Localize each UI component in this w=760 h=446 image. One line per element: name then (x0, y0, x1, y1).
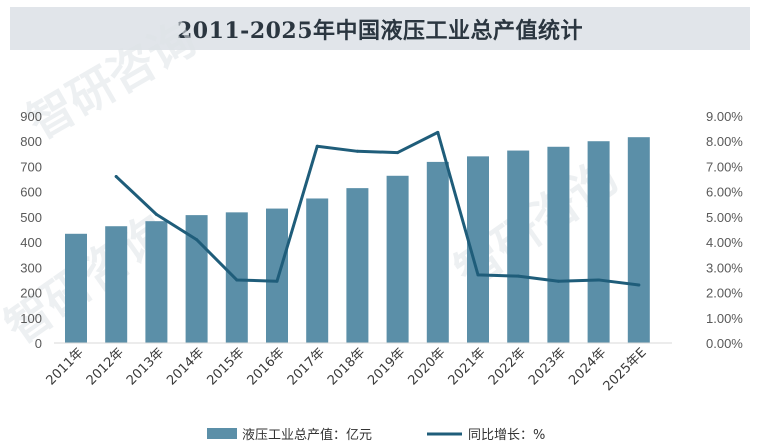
bar (386, 175, 409, 343)
bar (426, 161, 449, 343)
bar (105, 226, 128, 343)
legend-line-label: 同比增长：% (468, 428, 545, 443)
growth-point (396, 151, 400, 155)
growth-line (114, 130, 641, 287)
growth-point (597, 278, 601, 282)
x-tick-label: 2022年 (486, 345, 529, 388)
y-left-tick-label: 700 (20, 159, 42, 174)
growth-point (315, 144, 319, 148)
x-tick-label: 2013年 (124, 345, 167, 388)
bar (65, 233, 87, 343)
y-left-tick-label: 100 (20, 311, 42, 326)
growth-point (476, 273, 480, 277)
growth-point (516, 274, 520, 278)
y-left-tick-label: 900 (20, 109, 42, 124)
y-right-tick-label: 5.00% (706, 210, 743, 225)
y-right-tick-label: 9.00% (706, 109, 743, 124)
x-tick-label: 2019年 (365, 345, 408, 388)
y-right-tick-label: 4.00% (706, 235, 743, 250)
bar (507, 150, 530, 343)
x-tick-label: 2016年 (245, 345, 288, 388)
y-left-tick-label: 300 (20, 260, 42, 275)
x-tick-label: 2011年 (44, 345, 87, 388)
growth-point (275, 279, 279, 283)
y-right-tick-label: 3.00% (706, 260, 743, 275)
bar (266, 208, 288, 343)
y-right-tick-label: 2.00% (706, 286, 743, 301)
growth-point (436, 130, 440, 134)
growth-point (195, 238, 199, 242)
watermark-text: 智研咨询 (19, 11, 205, 150)
growth-point (637, 283, 641, 287)
x-tick-label: 2015年 (204, 345, 247, 388)
legend-bar-label: 液压工业总产值：亿元 (242, 427, 372, 443)
x-tick-label: 2018年 (325, 345, 368, 388)
growth-point (556, 279, 560, 283)
y-right-tick-label: 0.00% (706, 336, 743, 351)
y-right-tick-label: 1.00% (706, 311, 743, 326)
x-tick-label: 2020年 (405, 345, 448, 388)
growth-point (355, 149, 359, 153)
y-left-tick-label: 600 (20, 185, 42, 200)
y-right-tick-label: 6.00% (706, 185, 743, 200)
x-tick-label: 2014年 (164, 345, 207, 388)
x-tick-label: 2023年 (526, 345, 569, 388)
chart-title: 2011-2025年中国液压工业总产值统计 (176, 17, 584, 44)
growth-point (114, 175, 118, 179)
y-right-tick-label: 8.00% (706, 134, 743, 149)
x-tick-label: 2017年 (285, 345, 328, 388)
growth-point (154, 212, 158, 216)
x-tick-label: 2012年 (84, 345, 127, 388)
bar (346, 188, 369, 343)
y-left-tick-label: 800 (20, 134, 42, 149)
y-left-tick-label: 400 (20, 235, 42, 250)
legend-bar-swatch (207, 428, 237, 439)
title-banner: 2011-2025年中国液压工业总产值统计 (10, 7, 750, 50)
bar (467, 156, 489, 343)
bar (145, 221, 168, 343)
bar (225, 212, 248, 343)
bar (547, 146, 570, 343)
bar (627, 137, 650, 343)
growth-point (235, 278, 239, 282)
x-tick-label: 2025年E (601, 345, 650, 394)
bar (587, 141, 610, 343)
y-left-tick-label: 200 (20, 286, 42, 301)
y-right-tick-label: 7.00% (706, 159, 743, 174)
y-left-tick-label: 500 (20, 210, 42, 225)
bar (306, 198, 329, 343)
x-tick-label: 2021年 (446, 345, 489, 388)
y-left-tick-label: 0 (35, 336, 42, 351)
